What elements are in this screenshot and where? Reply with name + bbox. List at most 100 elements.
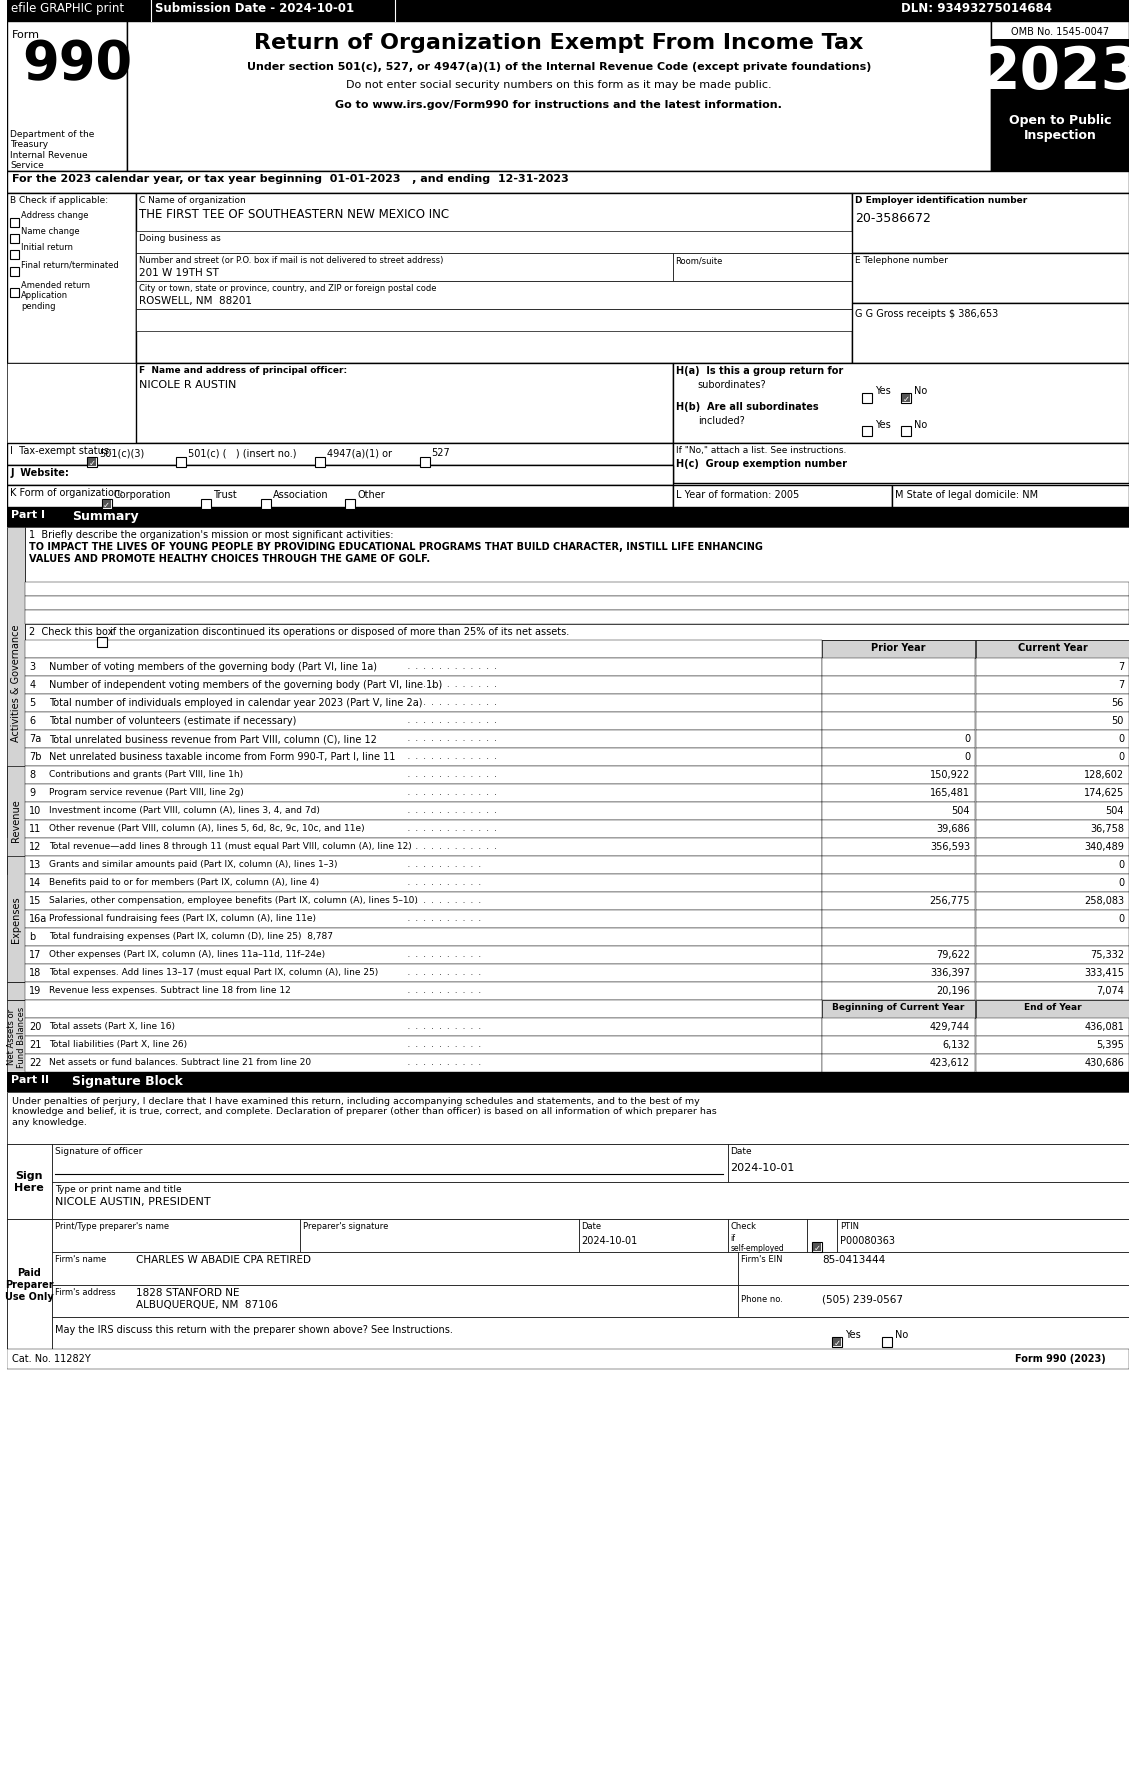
- Text: Other: Other: [357, 490, 385, 499]
- Bar: [822, 731, 975, 748]
- Bar: [975, 964, 1129, 982]
- Text: Revenue less expenses. Subtract line 18 from line 12: Revenue less expenses. Subtract line 18 …: [49, 985, 291, 994]
- Text: For the 2023 calendar year, or tax year beginning  01-01-2023   , and ending  12: For the 2023 calendar year, or tax year …: [12, 175, 569, 184]
- Text: .  .  .  .  .  .  .  .  .  .: . . . . . . . . . .: [404, 968, 483, 977]
- Text: .  .  .  .  .  .  .  .  .  .  .  .: . . . . . . . . . . . .: [404, 716, 499, 725]
- Text: Number of independent voting members of the governing body (Part VI, line 1b): Number of independent voting members of …: [49, 679, 443, 690]
- Bar: [578, 1219, 727, 1253]
- Text: 0: 0: [1118, 752, 1124, 761]
- Text: .  .  .  .  .  .  .  .  .  .: . . . . . . . . . .: [404, 914, 483, 923]
- Bar: [420, 458, 429, 467]
- Text: Room/suite: Room/suite: [675, 257, 723, 266]
- Text: City or town, state or province, country, and ZIP or foreign postal code: City or town, state or province, country…: [140, 283, 437, 292]
- Text: Total assets (Part X, line 16): Total assets (Part X, line 16): [49, 1021, 175, 1030]
- Text: .  .  .  .  .  .  .  .  .  .  .  .: . . . . . . . . . . . .: [404, 805, 499, 814]
- Text: 5: 5: [29, 697, 35, 707]
- Text: Total number of individuals employed in calendar year 2023 (Part V, line 2a): Total number of individuals employed in …: [49, 697, 422, 707]
- Text: 15: 15: [29, 896, 42, 905]
- Bar: [52, 1181, 1129, 1219]
- Text: 0: 0: [964, 752, 970, 761]
- Text: 150,922: 150,922: [930, 770, 970, 779]
- Text: Total revenue—add lines 8 through 11 (must equal Part VIII, column (A), line 12): Total revenue—add lines 8 through 11 (mu…: [49, 841, 412, 850]
- Bar: [975, 893, 1129, 911]
- Bar: [25, 875, 822, 893]
- Text: No: No: [894, 1329, 908, 1340]
- Text: Current Year: Current Year: [1017, 643, 1087, 652]
- Bar: [673, 486, 892, 508]
- Bar: [7, 857, 25, 982]
- Bar: [975, 802, 1129, 820]
- Text: C Name of organization: C Name of organization: [140, 196, 246, 205]
- Bar: [975, 820, 1129, 839]
- Text: PTIN: PTIN: [840, 1221, 859, 1230]
- Bar: [7, 465, 673, 486]
- Bar: [7, 982, 25, 1000]
- Text: Total unrelated business revenue from Part VIII, column (C), line 12: Total unrelated business revenue from Pa…: [49, 734, 377, 743]
- Bar: [822, 784, 975, 802]
- Bar: [25, 748, 822, 766]
- Bar: [137, 282, 851, 310]
- Text: .  .  .  .  .  .  .  .  .  .: . . . . . . . . . .: [404, 859, 483, 868]
- Text: NICOLE AUSTIN, PRESIDENT: NICOLE AUSTIN, PRESIDENT: [55, 1196, 211, 1206]
- Bar: [25, 659, 822, 677]
- Text: 333,415: 333,415: [1084, 968, 1124, 978]
- Text: Initial return: Initial return: [21, 242, 73, 251]
- Text: Doing business as: Doing business as: [140, 233, 221, 242]
- Text: 10: 10: [29, 805, 42, 816]
- Bar: [25, 611, 1129, 625]
- Text: Yes: Yes: [844, 1329, 860, 1340]
- Text: 527: 527: [431, 447, 450, 458]
- Text: I  Tax-exempt status:: I Tax-exempt status:: [10, 446, 113, 456]
- Text: .  .  .  .  .  .  .  .  .  .: . . . . . . . . . .: [404, 877, 483, 886]
- Text: Go to www.irs.gov/Form990 for instructions and the latest information.: Go to www.irs.gov/Form990 for instructio…: [335, 100, 782, 110]
- Bar: [25, 527, 1129, 583]
- Bar: [991, 110, 1129, 171]
- Text: .  .  .  .  .  .  .  .  .  .  .  .: . . . . . . . . . . . .: [404, 679, 499, 688]
- Bar: [861, 426, 872, 437]
- Bar: [7, 1219, 52, 1349]
- Bar: [97, 638, 106, 647]
- Bar: [851, 303, 1129, 364]
- Text: 16a: 16a: [29, 914, 47, 923]
- Bar: [25, 625, 1129, 642]
- Bar: [7, 0, 1129, 21]
- Text: 501(c) (   ) (insert no.): 501(c) ( ) (insert no.): [189, 447, 297, 458]
- Bar: [7, 21, 1129, 171]
- Text: 504: 504: [1105, 805, 1124, 816]
- Text: 990: 990: [23, 37, 132, 89]
- Bar: [822, 695, 975, 713]
- Bar: [861, 394, 872, 405]
- Text: Check: Check: [730, 1221, 756, 1230]
- Text: ✓: ✓: [833, 1338, 840, 1347]
- Text: 36,758: 36,758: [1089, 823, 1124, 834]
- Text: M State of legal domicile: NM: M State of legal domicile: NM: [894, 490, 1038, 499]
- Text: 5,395: 5,395: [1096, 1039, 1124, 1050]
- Text: Other revenue (Part VIII, column (A), lines 5, 6d, 8c, 9c, 10c, and 11e): Other revenue (Part VIII, column (A), li…: [49, 823, 365, 832]
- Bar: [822, 1055, 975, 1073]
- Bar: [7, 508, 1129, 527]
- Text: Benefits paid to or for members (Part IX, column (A), line 4): Benefits paid to or for members (Part IX…: [49, 877, 320, 886]
- Text: Yes: Yes: [875, 385, 891, 396]
- Text: 0: 0: [1118, 734, 1124, 743]
- Text: Amended return
Application
pending: Amended return Application pending: [21, 282, 90, 310]
- Text: H(a)  Is this a group return for: H(a) Is this a group return for: [676, 365, 843, 376]
- Text: .  .  .  .  .  .  .  .  .  .: . . . . . . . . . .: [404, 950, 483, 959]
- Text: Submission Date - 2024-10-01: Submission Date - 2024-10-01: [156, 2, 355, 14]
- Text: Firm's address: Firm's address: [55, 1287, 115, 1296]
- Text: Grants and similar amounts paid (Part IX, column (A), lines 1–3): Grants and similar amounts paid (Part IX…: [49, 859, 338, 868]
- Bar: [975, 677, 1129, 695]
- Text: F  Name and address of principal officer:: F Name and address of principal officer:: [140, 365, 348, 374]
- Text: Investment income (Part VIII, column (A), lines 3, 4, and 7d): Investment income (Part VIII, column (A)…: [49, 805, 320, 814]
- Bar: [822, 642, 975, 659]
- Bar: [10, 235, 19, 244]
- Bar: [991, 21, 1129, 171]
- Text: Beginning of Current Year: Beginning of Current Year: [832, 1003, 964, 1012]
- Bar: [25, 784, 822, 802]
- Text: 20-3586672: 20-3586672: [855, 212, 930, 225]
- Text: 3: 3: [29, 661, 35, 672]
- Text: 430,686: 430,686: [1084, 1057, 1124, 1067]
- Bar: [975, 695, 1129, 713]
- Bar: [822, 677, 975, 695]
- Bar: [991, 39, 1129, 110]
- Text: 2024-10-01: 2024-10-01: [730, 1162, 795, 1173]
